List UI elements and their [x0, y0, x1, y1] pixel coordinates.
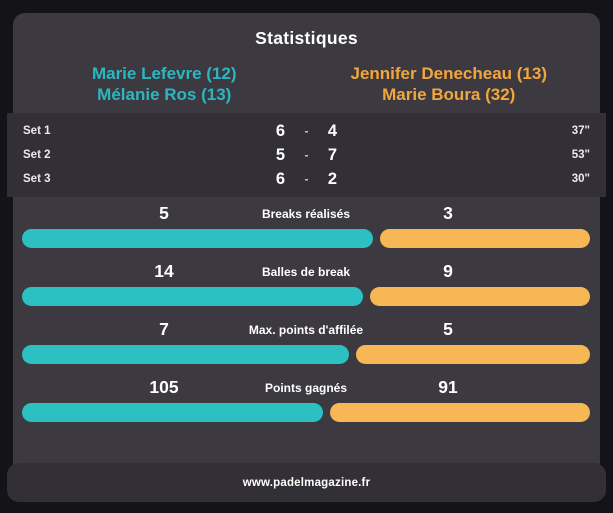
stat-label: Breaks réalisés [261, 207, 351, 221]
set-label: Set 3 [23, 173, 51, 185]
stat-bars [22, 229, 590, 248]
set-row: Set 3 6 - 2 30" [23, 167, 590, 191]
set-duration: 37" [571, 125, 590, 137]
set-score-left: 6 [275, 121, 286, 140]
set-score: 5 - 7 [264, 143, 350, 167]
stat-value-left: 7 [159, 319, 169, 339]
stat-bar-right [370, 287, 590, 306]
team-right-names: Jennifer Denecheau (13) Marie Boura (32) [307, 63, 592, 105]
stat-bar-left [22, 403, 323, 422]
score-dash: - [304, 124, 309, 138]
set-score: 6 - 2 [264, 167, 350, 191]
stat-row: 5 Breaks réalisés 3 [22, 203, 590, 248]
stat-row: 14 Balles de break 9 [22, 261, 590, 306]
teams-header: Marie Lefevre (12) Mélanie Ros (13) Jenn… [22, 63, 591, 105]
set-label: Set 1 [23, 125, 51, 137]
stat-value-right: 9 [443, 261, 453, 281]
score-dash: - [304, 172, 309, 186]
stat-bar-right [329, 403, 590, 422]
stat-value-left: 14 [154, 261, 174, 281]
score-dash: - [304, 148, 309, 162]
stat-row: 7 Max. points d'affilée 5 [22, 319, 590, 364]
set-score-left: 5 [275, 145, 286, 164]
set-label: Set 2 [23, 149, 51, 161]
stat-bar-left [22, 287, 364, 306]
stat-bars [22, 403, 590, 422]
stats-section: 5 Breaks réalisés 3 14 Balles de break 9 [22, 203, 590, 435]
set-score-right: 4 [327, 121, 338, 140]
stat-label: Balles de break [261, 265, 351, 279]
sets-scoreboard: Set 1 6 - 4 37" Set 2 5 - 7 53" Set 3 6 … [7, 113, 606, 197]
stat-bars [22, 287, 590, 306]
set-row: Set 2 5 - 7 53" [23, 143, 590, 167]
set-duration: 53" [571, 149, 590, 161]
team-right-player2: Marie Boura (32) [382, 85, 516, 104]
stat-bars [22, 345, 590, 364]
team-left-names: Marie Lefevre (12) Mélanie Ros (13) [22, 63, 307, 105]
stat-value-right: 3 [443, 203, 453, 223]
set-row: Set 1 6 - 4 37" [23, 119, 590, 143]
website-url: www.padelmagazine.fr [242, 476, 371, 489]
stat-bar-right [356, 345, 590, 364]
set-score: 6 - 4 [264, 119, 350, 143]
set-duration: 30" [571, 173, 590, 185]
stat-value-right: 91 [438, 377, 458, 397]
stat-head: 14 Balles de break 9 [22, 261, 590, 284]
stat-value-right: 5 [443, 319, 453, 339]
stat-head: 7 Max. points d'affilée 5 [22, 319, 590, 342]
team-right-player1: Jennifer Denecheau (13) [350, 64, 547, 83]
set-score-left: 6 [275, 169, 286, 188]
stat-bar-left [22, 229, 373, 248]
footer-bar: www.padelmagazine.fr [7, 463, 606, 502]
set-score-right: 7 [327, 145, 338, 164]
stat-head: 105 Points gagnés 91 [22, 377, 590, 400]
team-left-player2: Mélanie Ros (13) [97, 85, 232, 104]
team-left-player1: Marie Lefevre (12) [91, 64, 237, 83]
stat-bar-left [22, 345, 350, 364]
stat-value-left: 105 [149, 377, 179, 397]
stat-head: 5 Breaks réalisés 3 [22, 203, 590, 226]
set-score-right: 2 [327, 169, 338, 188]
page-title: Statistiques [255, 28, 358, 48]
stat-label: Points gagnés [264, 381, 347, 395]
stat-label: Max. points d'affilée [248, 323, 364, 337]
stat-value-left: 5 [159, 203, 169, 223]
stat-row: 105 Points gagnés 91 [22, 377, 590, 422]
stat-bar-right [379, 229, 590, 248]
